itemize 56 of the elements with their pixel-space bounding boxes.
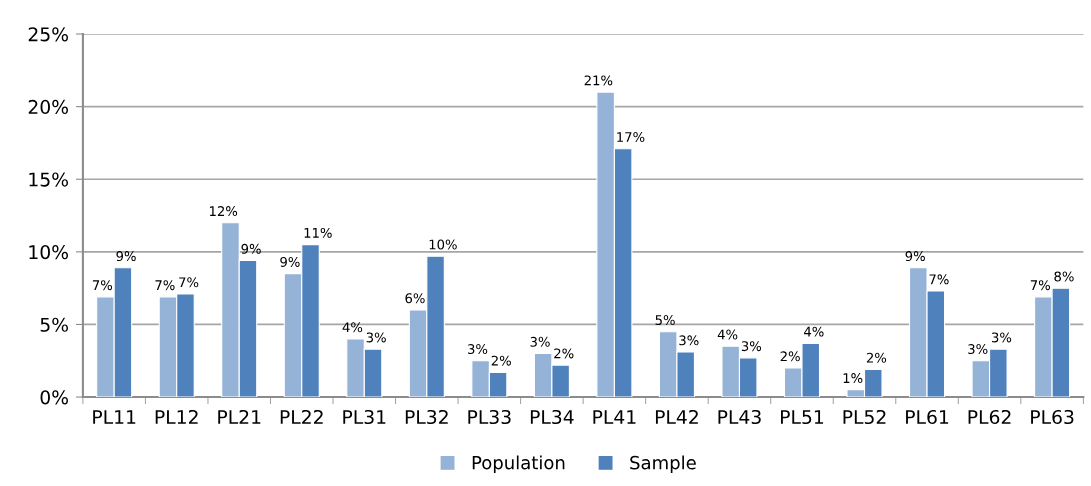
data-label: 9% bbox=[116, 251, 136, 262]
data-label: 3% bbox=[468, 344, 488, 355]
y-tick-label: 10% bbox=[29, 245, 68, 260]
data-label: 3% bbox=[741, 341, 762, 352]
data-label: 3% bbox=[366, 332, 386, 343]
legend-label: Population bbox=[472, 455, 565, 473]
legend-label: Sample bbox=[630, 455, 696, 473]
data-label: 2% bbox=[780, 351, 800, 362]
data-label: 4% bbox=[342, 322, 363, 333]
data-label: 4% bbox=[717, 329, 738, 340]
data-label: 7% bbox=[929, 274, 949, 285]
y-tick-label: 5% bbox=[40, 317, 68, 332]
data-label: 2% bbox=[491, 355, 511, 366]
y-tick-label: 0% bbox=[40, 390, 68, 405]
x-tick-label: PL11 bbox=[93, 410, 136, 424]
y-tick-label: 25% bbox=[28, 27, 68, 42]
data-label: 9% bbox=[241, 243, 261, 254]
x-tick-label: PL21 bbox=[218, 409, 261, 424]
x-tick-label: PL34 bbox=[530, 409, 574, 425]
data-label: 12% bbox=[209, 206, 238, 217]
data-label: 7% bbox=[92, 280, 113, 291]
data-label: 7% bbox=[179, 277, 199, 288]
data-label: 11% bbox=[304, 227, 332, 238]
data-label: 10% bbox=[429, 239, 457, 250]
x-tick-label: PL41 bbox=[593, 410, 636, 424]
data-label: 9% bbox=[280, 256, 300, 267]
y-tick-label: 15% bbox=[29, 172, 68, 187]
data-label: 2% bbox=[554, 348, 574, 359]
x-tick-label: PL22 bbox=[280, 409, 323, 424]
data-label: 21% bbox=[584, 75, 613, 86]
data-label: 4% bbox=[804, 326, 824, 337]
data-label: 3% bbox=[530, 336, 550, 347]
data-label: 3% bbox=[968, 344, 988, 355]
x-tick-label: PL43 bbox=[718, 409, 761, 425]
x-tick-label: PL51 bbox=[781, 410, 824, 425]
x-tick-label: PL33 bbox=[468, 409, 511, 425]
data-label: 7% bbox=[1030, 280, 1050, 291]
x-tick-label: PL52 bbox=[843, 409, 886, 425]
data-label: 8% bbox=[1054, 271, 1074, 282]
x-tick-label: PL62 bbox=[968, 409, 1011, 425]
data-label: 2% bbox=[866, 352, 887, 363]
data-label: 1% bbox=[843, 373, 863, 384]
data-label: 6% bbox=[405, 293, 425, 304]
x-tick-label: PL31 bbox=[343, 409, 386, 425]
x-tick-label: PL42 bbox=[655, 409, 698, 424]
data-label: 5% bbox=[655, 315, 675, 325]
x-tick-label: PL12 bbox=[155, 409, 198, 424]
x-tick-label: PL63 bbox=[1031, 409, 1074, 425]
data-label: 3% bbox=[679, 335, 699, 346]
data-label: 3% bbox=[991, 332, 1012, 343]
data-label: 17% bbox=[617, 132, 645, 143]
data-label: 9% bbox=[905, 251, 925, 262]
x-tick-label: PL61 bbox=[906, 409, 949, 425]
data-label: 7% bbox=[155, 280, 175, 291]
x-tick-label: PL32 bbox=[405, 409, 448, 425]
y-tick-label: 20% bbox=[28, 99, 68, 115]
